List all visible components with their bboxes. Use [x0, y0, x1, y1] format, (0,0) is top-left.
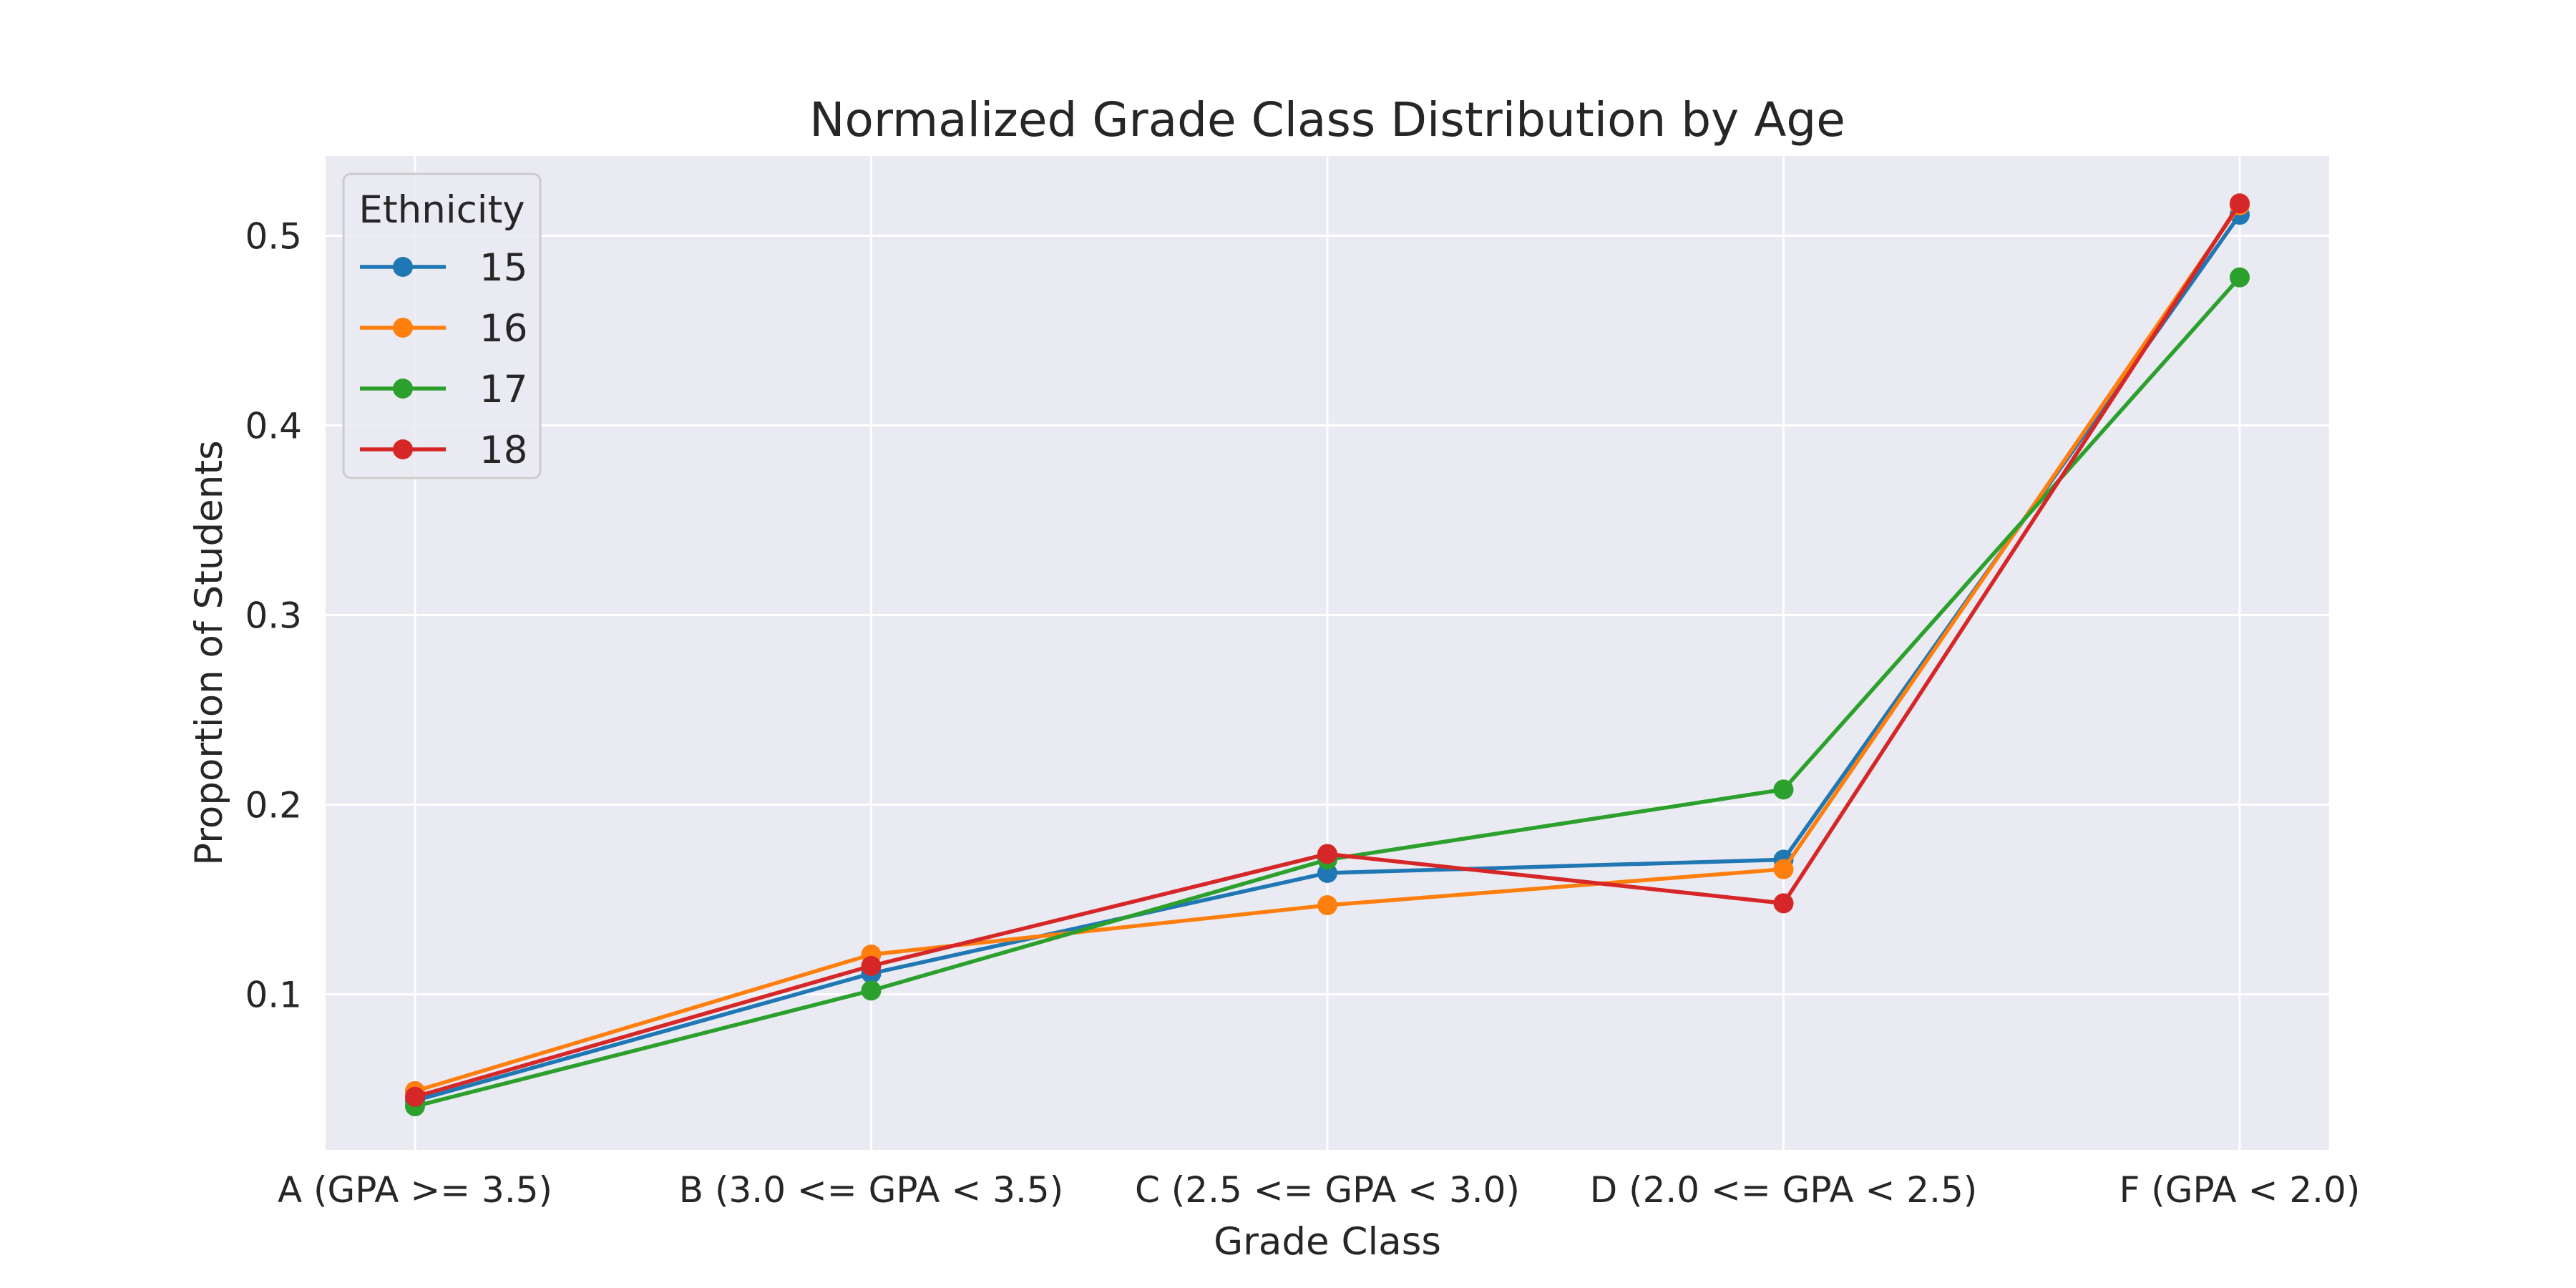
data-point [1773, 893, 1794, 914]
data-point [405, 1086, 425, 1107]
data-point [1317, 895, 1337, 916]
y-tick-label: 0.5 [245, 215, 302, 257]
data-point [2230, 267, 2250, 288]
legend-item: 15 [360, 246, 527, 290]
series-layer [405, 193, 2250, 1117]
x-tick-label: C (2.5 <= GPA < 3.0) [1135, 1169, 1520, 1211]
x-tick-label: D (2.0 <= GPA < 2.5) [1590, 1169, 1978, 1211]
chart-title: Normalized Grade Class Distribution by A… [809, 92, 1845, 147]
legend-item: 18 [360, 429, 527, 472]
grid-lines [326, 156, 2329, 1150]
legend-title: Ethnicity [358, 188, 525, 232]
x-axis-label: Grade Class [1214, 1220, 1441, 1264]
y-axis-label: Proportion of Students [187, 440, 231, 866]
legend-label: 15 [479, 246, 527, 290]
legend-items: 15 16 17 18 [360, 246, 527, 472]
y-tick-label: 0.1 [245, 975, 302, 1016]
data-point [2230, 193, 2250, 214]
legend-marker [393, 318, 413, 338]
x-tick-label: B (3.0 <= GPA < 3.5) [679, 1169, 1063, 1211]
legend-marker [393, 257, 413, 277]
data-point [861, 955, 882, 976]
legend-label: 17 [479, 368, 527, 411]
y-tick-label: 0.4 [245, 405, 302, 447]
legend-marker [393, 439, 413, 459]
legend-label: 16 [479, 307, 527, 351]
legend-item: 17 [360, 368, 527, 411]
y-tick-label: 0.2 [245, 785, 302, 826]
legend-label: 18 [479, 429, 527, 472]
y-tick-label: 0.3 [245, 595, 302, 636]
legend-item: 16 [360, 307, 527, 351]
data-point [1773, 859, 1794, 879]
data-point [1773, 779, 1794, 800]
legend: Ethnicity 15 16 17 18 [342, 172, 542, 479]
series-18 [405, 193, 2250, 1107]
x-tick-label: F (GPA < 2.0) [2119, 1169, 2361, 1211]
data-point [1317, 844, 1337, 864]
data-point [861, 980, 882, 1001]
y-tick-labels: 0.1 0.2 0.3 0.4 0.5 [245, 215, 302, 1015]
x-tick-labels: A (GPA >= 3.5) B (3.0 <= GPA < 3.5) C (2.5… [278, 1169, 2360, 1211]
legend-marker [393, 379, 413, 399]
x-tick-label: A (GPA >= 3.5) [278, 1169, 552, 1211]
